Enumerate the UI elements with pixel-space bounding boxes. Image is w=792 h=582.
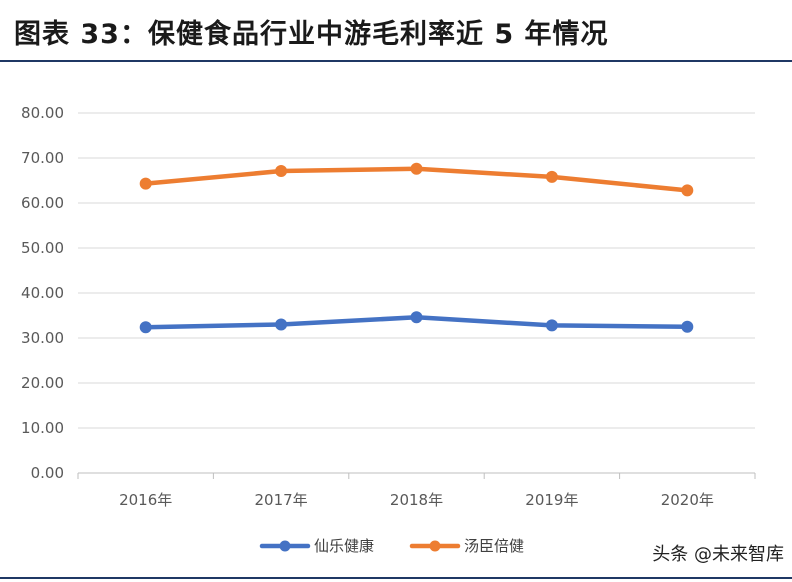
y-tick-label: 10.00 — [21, 419, 64, 437]
title-divider — [0, 60, 792, 62]
data-point — [681, 320, 694, 333]
x-tick-labels: 2016年 2017年 2018年 2019年 2020年 — [119, 491, 714, 509]
x-tick-label: 2020年 — [661, 491, 714, 509]
watermark: 头条 @未来智库 — [652, 544, 784, 565]
y-tick-label: 70.00 — [21, 149, 64, 167]
y-tick-label: 50.00 — [21, 239, 64, 257]
data-point — [410, 311, 423, 324]
legend-swatch-marker — [429, 540, 441, 552]
x-tick-label: 2017年 — [255, 491, 308, 509]
legend: 仙乐健康 汤臣倍健 — [259, 537, 524, 555]
y-tick-labels: 0.00 10.00 20.00 30.00 40.00 50.00 60.00 70.00 8… — [21, 104, 64, 482]
legend-swatch-marker — [279, 540, 291, 552]
x-tick-label: 2018年 — [390, 491, 443, 509]
y-tick-label: 60.00 — [21, 194, 64, 212]
data-point — [681, 184, 694, 197]
y-tick-label: 80.00 — [21, 104, 64, 122]
data-point — [275, 165, 288, 178]
data-point — [139, 177, 152, 190]
x-tick-label: 2019年 — [525, 491, 578, 509]
data-point — [545, 319, 558, 332]
y-tick-label: 20.00 — [21, 374, 64, 392]
gridlines — [78, 112, 755, 429]
data-point — [545, 170, 558, 183]
data-point — [410, 162, 423, 175]
x-tick-label: 2016年 — [119, 491, 172, 509]
y-tick-label: 0.00 — [31, 464, 64, 482]
bottom-divider — [0, 577, 792, 579]
legend-label: 汤臣倍健 — [464, 537, 524, 555]
series-lines — [139, 162, 694, 334]
data-point — [139, 321, 152, 334]
data-point — [275, 318, 288, 331]
y-tick-label: 40.00 — [21, 284, 64, 302]
page-title: 图表 33：保健食品行业中游毛利率近 5 年情况 — [14, 19, 609, 50]
legend-label: 仙乐健康 — [314, 537, 374, 555]
axes — [77, 472, 756, 479]
y-tick-label: 30.00 — [21, 329, 64, 347]
